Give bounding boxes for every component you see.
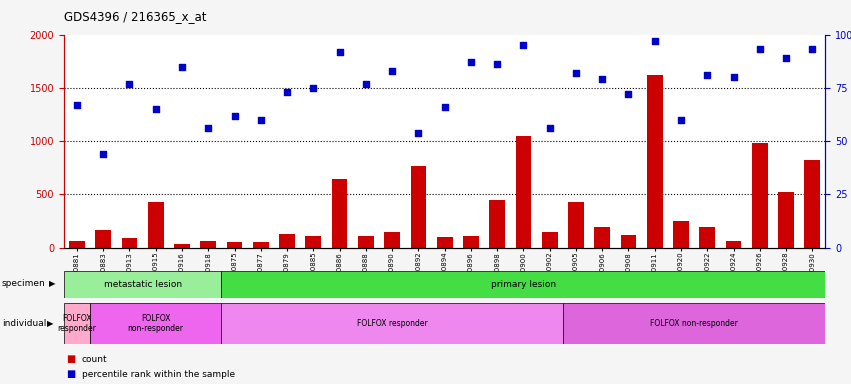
Bar (332, 179, 347, 248)
Text: GDS4396 / 216365_x_at: GDS4396 / 216365_x_at (64, 10, 206, 23)
Bar (542, 232, 557, 248)
Bar (778, 192, 794, 248)
Bar (463, 237, 479, 248)
Text: FOLFOX
responder: FOLFOX responder (58, 314, 96, 333)
Point (622, 91, 636, 97)
Point (96, 151, 110, 157)
Bar (804, 160, 820, 248)
Bar (69, 241, 85, 248)
Point (648, 38, 661, 44)
Bar (279, 234, 295, 248)
Bar (385, 232, 400, 248)
Text: ▶: ▶ (47, 319, 54, 328)
Bar (563, 303, 825, 344)
Text: individual: individual (2, 319, 46, 328)
Bar (568, 202, 584, 248)
Text: specimen: specimen (2, 279, 45, 288)
Bar (253, 242, 269, 248)
Bar (64, 303, 90, 344)
Bar (647, 75, 663, 248)
Point (780, 55, 793, 61)
Bar (594, 227, 610, 248)
Bar (752, 143, 768, 248)
Point (149, 106, 163, 112)
Bar (90, 303, 221, 344)
Point (569, 70, 583, 76)
Bar (410, 166, 426, 248)
Point (123, 81, 136, 87)
Point (412, 129, 426, 136)
Point (806, 46, 820, 53)
Point (280, 89, 294, 95)
Bar (489, 200, 505, 248)
Point (386, 68, 399, 74)
Text: primary lesion: primary lesion (491, 280, 556, 289)
Bar (620, 235, 637, 248)
Bar (148, 202, 163, 248)
Bar (306, 236, 321, 248)
Bar (174, 245, 190, 248)
Text: percentile rank within the sample: percentile rank within the sample (82, 370, 235, 379)
Bar (200, 241, 216, 248)
Point (490, 61, 504, 68)
Text: ▶: ▶ (49, 279, 56, 288)
Text: ■: ■ (66, 369, 76, 379)
Point (359, 81, 373, 87)
Text: FOLFOX
non-responder: FOLFOX non-responder (128, 314, 184, 333)
Bar (516, 136, 531, 248)
Point (543, 125, 557, 131)
Point (175, 63, 189, 70)
Bar (437, 237, 453, 248)
Bar (358, 237, 374, 248)
Point (70, 102, 83, 108)
Bar (700, 227, 715, 248)
Point (517, 42, 530, 48)
Point (254, 117, 267, 123)
Bar (95, 230, 111, 248)
Point (700, 72, 714, 78)
Bar (673, 221, 689, 248)
Text: FOLFOX responder: FOLFOX responder (357, 319, 427, 328)
Point (306, 85, 320, 91)
Bar (221, 271, 825, 298)
Text: FOLFOX non-responder: FOLFOX non-responder (650, 319, 738, 328)
Point (437, 104, 451, 110)
Point (228, 113, 242, 119)
Point (464, 59, 477, 65)
Point (753, 46, 767, 53)
Point (727, 74, 740, 80)
Bar (64, 271, 221, 298)
Bar (726, 241, 741, 248)
Bar (221, 303, 563, 344)
Bar (226, 242, 243, 248)
Point (596, 76, 609, 83)
Text: ■: ■ (66, 354, 76, 364)
Bar (122, 238, 137, 248)
Point (674, 117, 688, 123)
Point (333, 48, 346, 55)
Text: metastatic lesion: metastatic lesion (104, 280, 181, 289)
Point (202, 125, 215, 131)
Text: count: count (82, 354, 107, 364)
